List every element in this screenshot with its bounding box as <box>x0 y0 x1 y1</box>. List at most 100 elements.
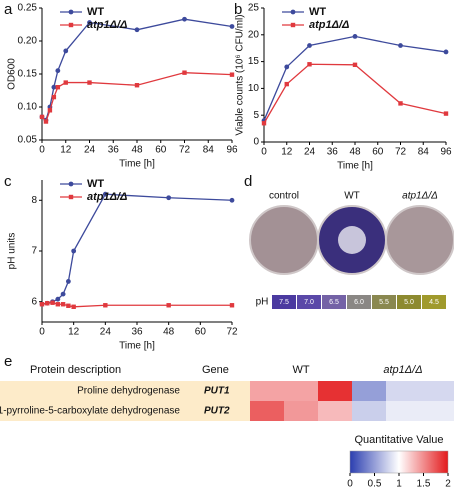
marker <box>87 80 92 85</box>
heat-cell <box>318 381 352 401</box>
colorbar-tick-label: 2 <box>445 479 451 490</box>
x-axis-title: Time [h] <box>119 159 155 170</box>
colorbar-tick-label: 0.5 <box>368 479 382 490</box>
x-axis-title: Time [h] <box>337 161 373 172</box>
marker <box>352 34 358 39</box>
ph-swatch <box>397 295 421 309</box>
marker <box>307 62 312 67</box>
heat-cell <box>386 381 420 401</box>
plate <box>385 205 454 275</box>
colorbar <box>349 450 449 474</box>
legend-marker <box>68 22 74 28</box>
marker <box>39 302 45 307</box>
marker <box>307 43 312 48</box>
x-tick-label: 96 <box>226 145 238 156</box>
y-tick-label: 0.10 <box>18 102 38 113</box>
marker <box>87 20 92 25</box>
colorbar-tick-label: 1 <box>396 479 402 490</box>
x-tick-label: 60 <box>195 327 207 338</box>
y-tick-label: 0.20 <box>18 36 38 47</box>
marker <box>134 27 140 33</box>
y-axis-title: pH units <box>7 233 18 270</box>
x-tick-label: 24 <box>304 147 316 158</box>
heat-cell <box>352 401 386 421</box>
marker <box>229 303 235 308</box>
x-tick-label: 60 <box>155 145 167 156</box>
ph-swatch-label: 7.5 <box>279 299 289 306</box>
legend-label: WT <box>309 6 326 18</box>
ph-swatch-label: 6.0 <box>354 299 364 306</box>
marker <box>284 81 289 87</box>
y-tick-label: 7 <box>31 246 37 257</box>
marker <box>51 94 57 100</box>
plates: control WT atp1Δ/Δ pH <box>249 191 454 308</box>
panel-label: e <box>4 353 12 370</box>
x-tick-label: 0 <box>39 145 45 156</box>
colorbar-tick-label: 0 <box>347 479 353 490</box>
x-tick-label: 96 <box>440 147 452 158</box>
heat-cell <box>420 401 454 421</box>
legend-marker <box>290 22 296 28</box>
ph-swatch <box>297 295 321 309</box>
legend-label: atp1Δ/Δ <box>309 19 349 31</box>
y-tick-label: 8 <box>31 195 37 206</box>
plate-label: control <box>269 191 299 202</box>
row-description: Proline dehydrogenase <box>77 386 180 397</box>
legend-marker <box>68 9 74 15</box>
header: Protein description <box>30 364 121 376</box>
row-gene: PUT2 <box>204 406 230 417</box>
marker <box>398 43 403 48</box>
group-header: atp1Δ/Δ <box>383 364 422 376</box>
x-tick-label: 48 <box>163 327 175 338</box>
marker <box>102 191 108 197</box>
ph-label: pH <box>256 297 269 308</box>
marker <box>443 49 449 55</box>
marker <box>182 16 187 22</box>
x-tick-label: 48 <box>349 147 361 158</box>
colony <box>338 226 366 254</box>
marker <box>63 80 68 85</box>
marker <box>261 121 267 126</box>
ph-swatch <box>422 295 446 309</box>
marker <box>45 301 50 306</box>
ph-swatch <box>372 295 396 309</box>
row-description: Δ1-pyrroline-5-carboxylate dehydrogenase <box>0 406 180 417</box>
heat-cell <box>250 381 284 401</box>
colorbar-tick-label: 1.5 <box>417 479 431 490</box>
heat-cell <box>284 401 318 421</box>
group-header: WT <box>292 364 309 376</box>
x-tick-label: 0 <box>261 147 267 158</box>
panel-label: b <box>234 1 242 18</box>
marker <box>55 302 61 307</box>
marker <box>182 70 187 75</box>
marker <box>51 84 57 90</box>
x-axis-title: Time [h] <box>119 341 155 352</box>
marker <box>71 304 76 309</box>
plate <box>249 205 319 275</box>
marker <box>39 114 45 120</box>
y-tick-label: 6 <box>31 296 37 307</box>
y-tick-label: 20 <box>248 29 260 40</box>
x-tick-label: 72 <box>179 145 191 156</box>
marker <box>398 101 403 106</box>
marker <box>443 111 449 116</box>
y-tick-label: 15 <box>248 56 260 67</box>
legend-label: WT <box>87 178 104 190</box>
marker <box>66 303 71 308</box>
y-tick-label: 0.15 <box>18 69 38 80</box>
marker <box>43 119 49 124</box>
y-axis-title: OD600 <box>7 58 18 90</box>
marker <box>63 48 69 54</box>
legend-label: atp1Δ/Δ <box>87 19 127 31</box>
marker <box>55 68 61 74</box>
y-tick-label: 0 <box>253 137 259 148</box>
row-band <box>0 381 250 401</box>
colorbar-title: Quantitative Value <box>354 434 443 446</box>
legend-marker <box>68 194 74 200</box>
marker <box>229 72 235 77</box>
legend-marker <box>68 181 74 187</box>
panel-label: d <box>244 173 252 190</box>
plate-label: atp1Δ/Δ <box>402 191 438 202</box>
ph-swatch-label: 5.5 <box>379 299 389 306</box>
x-tick-label: 36 <box>327 147 339 158</box>
